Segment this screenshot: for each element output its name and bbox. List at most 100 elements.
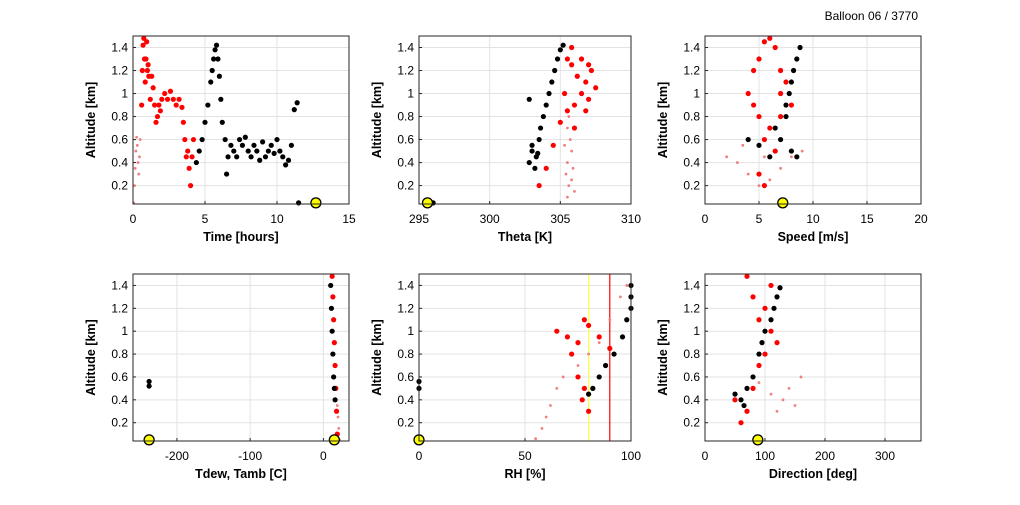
data-point [738, 397, 744, 403]
x-tick-label: -100 [238, 449, 262, 463]
x-tick-label: 0 [320, 449, 327, 463]
data-point [526, 96, 532, 102]
data-point [193, 159, 199, 166]
data-point [225, 154, 231, 160]
data-point [335, 404, 339, 407]
data-point [783, 113, 789, 120]
data-point [180, 119, 186, 125]
data-point [213, 42, 220, 48]
series-light [563, 115, 576, 199]
data-point [619, 334, 626, 340]
data-point [767, 154, 773, 160]
data-point [761, 136, 768, 143]
panel-theta: 295 300 305 310 0.2 0.4 0.6 0.8 1 1.2 1.4 Theta [K]… [370, 35, 641, 244]
data-point [331, 374, 337, 380]
data-point [787, 386, 791, 390]
data-point [526, 159, 532, 166]
data-point [182, 136, 188, 143]
y-tick-label: 0.4 [111, 156, 128, 170]
y-tick-label: 1.2 [397, 64, 414, 78]
data-point [586, 408, 592, 414]
data-point [579, 397, 585, 403]
data-point [575, 340, 581, 346]
data-point [145, 62, 151, 68]
data-point [567, 115, 571, 118]
data-point [750, 294, 756, 300]
data-point [786, 90, 792, 97]
panel-speed: 0 5 10 15 20 0.2 0.4 0.6 0.8 1 1.2 1.4 Speed [m/s] Al… [656, 35, 928, 244]
y-tick-label: 0.4 [683, 393, 700, 407]
data-point [750, 374, 756, 380]
y-tick-label: 1.4 [683, 278, 700, 292]
data-point [576, 364, 580, 367]
data-point [763, 155, 766, 159]
data-point [257, 157, 263, 163]
data-point [788, 102, 795, 108]
data-point [534, 437, 537, 441]
data-point [745, 90, 751, 97]
x-tick-label: 100 [755, 449, 775, 463]
data-point [529, 148, 535, 154]
data-point [224, 171, 230, 177]
data-point [736, 161, 739, 164]
x-tick-label: 0 [702, 212, 709, 226]
data-point [153, 119, 159, 125]
data-point [242, 134, 248, 140]
data-point [329, 273, 335, 279]
series-red [554, 317, 613, 414]
y-tick-label: 0.4 [397, 393, 414, 407]
x-tick-label: 15 [860, 212, 874, 226]
data-point [778, 113, 784, 120]
x-tick-label: 0 [130, 212, 137, 226]
data-point [561, 90, 568, 97]
data-point [332, 397, 338, 403]
data-point [157, 108, 163, 114]
data-point [215, 56, 221, 62]
data-point [170, 96, 176, 102]
data-point [208, 79, 214, 85]
data-point [571, 166, 575, 170]
data-point [768, 178, 772, 182]
data-point [268, 142, 274, 148]
data-point [552, 67, 558, 74]
data-point [783, 79, 789, 85]
data-point [202, 119, 208, 125]
y-tick-label: 0.6 [397, 133, 414, 147]
y-tick-label: 1.2 [683, 64, 700, 78]
y-tick-label: 1 [121, 324, 128, 338]
position-marker [143, 434, 155, 446]
data-point [159, 96, 165, 102]
y-tick-label: 0.8 [397, 347, 414, 361]
data-point [135, 143, 139, 147]
series-black [193, 42, 302, 206]
data-point [251, 142, 257, 148]
y-tick-label: 0.6 [683, 133, 700, 147]
data-point [248, 154, 254, 160]
data-point [554, 56, 561, 62]
data-point [330, 294, 336, 300]
x-tick-label: 20 [914, 212, 928, 226]
data-point [608, 318, 612, 322]
data-point [288, 142, 294, 148]
data-point [254, 148, 260, 154]
data-point [156, 102, 162, 108]
data-point [771, 305, 777, 311]
data-point [790, 67, 797, 74]
data-point [778, 90, 784, 97]
data-point [537, 125, 544, 131]
data-point [140, 42, 146, 48]
panel-rh: 0 50 100 0.2 0.4 0.6 0.8 1 1.2 1.4 RH [%] Altitude … [370, 273, 641, 481]
data-point [234, 154, 240, 160]
y-tick-label: 0.2 [683, 179, 700, 193]
data-point [593, 85, 599, 91]
data-point [173, 102, 179, 108]
y-tick-label: 0.6 [111, 133, 128, 147]
data-point [586, 96, 592, 102]
position-marker [777, 197, 789, 209]
y-tick-label: 1.2 [111, 301, 128, 315]
data-point [596, 374, 602, 380]
data-point [586, 322, 592, 329]
data-point [146, 383, 152, 389]
data-point [759, 340, 765, 346]
x-tick-label: -200 [165, 449, 189, 463]
